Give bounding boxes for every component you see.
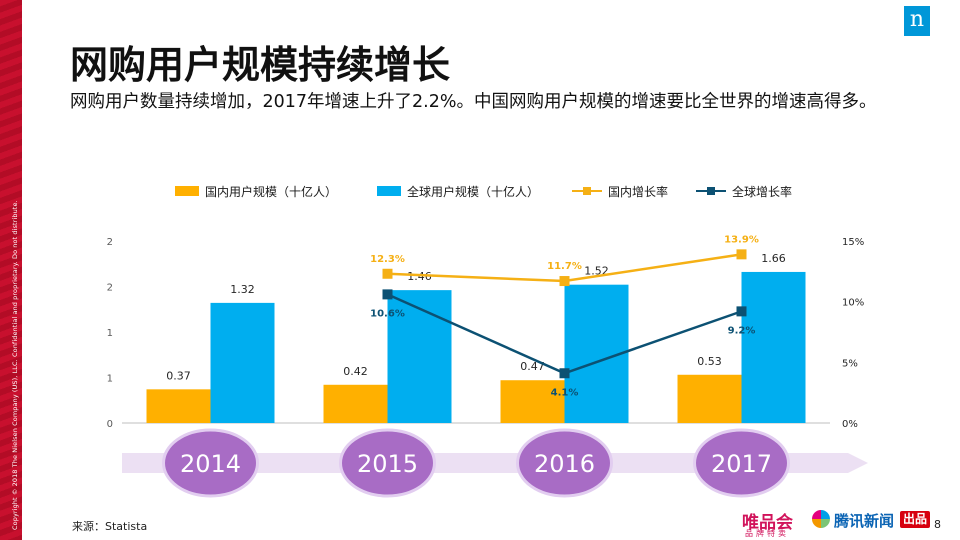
tencent-news-logo: 腾讯新闻 — [834, 512, 895, 530]
point-domestic-growth — [382, 268, 393, 279]
y-left-tick-label: 2 — [107, 283, 113, 294]
legend-label-domestic-users: 国内用户规模（十亿人） — [205, 184, 338, 199]
page-subtitle: 网购用户数量持续增加，2017年增速上升了2.2%。中国网购用户规模的增速要比全… — [70, 92, 877, 112]
point-label-domestic-growth: 11.7% — [547, 261, 582, 272]
legend-swatch-global-users — [377, 186, 401, 196]
y-right-tick-label: 5% — [842, 358, 858, 369]
year-label: 2015 — [357, 450, 418, 478]
bar-label-domestic-users: 0.37 — [166, 369, 191, 382]
bar-domestic-users — [323, 384, 388, 423]
bar-global-users — [210, 302, 275, 423]
bar-domestic-users — [500, 380, 565, 423]
bar-domestic-users — [677, 374, 742, 423]
y-left-tick-label: 2 — [107, 237, 113, 248]
side-bar: Copyright © 2018 The Nielsen Company (US… — [0, 0, 22, 540]
y-left-tick-label: 0 — [107, 419, 113, 430]
legend-label-global-growth: 全球增长率 — [732, 184, 793, 199]
point-label-domestic-growth: 13.9% — [724, 234, 759, 245]
bar-label-domestic-users: 0.53 — [697, 355, 722, 368]
year-label: 2017 — [711, 450, 772, 478]
vipshop-logo: 唯品会 — [742, 513, 793, 533]
y-right-tick-label: 10% — [842, 298, 864, 309]
bar-label-global-users: 1.66 — [761, 252, 786, 265]
legend-swatch-domestic-users — [175, 186, 199, 196]
vipshop-tagline: 品牌特卖 — [745, 529, 789, 538]
point-global-growth — [559, 368, 570, 379]
y-right-tick-label: 15% — [842, 237, 864, 248]
legend-item-global-growth: 全球增长率 — [696, 182, 792, 200]
year-circle — [339, 428, 436, 498]
legend-item-domestic-growth: 国内增长率 — [572, 182, 668, 200]
point-label-global-growth: 4.1% — [551, 387, 579, 398]
bar-global-users — [387, 290, 452, 423]
timeline-arrow — [122, 453, 868, 473]
year-circle — [693, 428, 790, 498]
point-domestic-growth — [736, 249, 747, 260]
y-left-tick-label: 1 — [107, 328, 113, 339]
nielsen-logo: n — [904, 6, 930, 36]
point-global-growth — [736, 306, 747, 317]
tencent-news-badge: 出品 — [900, 511, 931, 528]
year-circle — [516, 428, 613, 498]
source-note: 来源：Statista — [72, 520, 148, 533]
y-right-tick-label: 0% — [842, 419, 858, 430]
point-domestic-growth — [559, 276, 570, 287]
point-global-growth — [382, 289, 393, 300]
year-label: 2016 — [534, 450, 595, 478]
page-number: 8 — [934, 518, 941, 531]
legend-swatch-global-growth — [696, 186, 726, 196]
bar-label-domestic-users: 0.47 — [520, 360, 545, 373]
bar-global-users — [741, 271, 806, 423]
point-label-global-growth: 9.2% — [728, 325, 756, 336]
page-title: 网购用户规模持续增长 — [70, 43, 451, 87]
bar-domestic-users — [146, 389, 211, 423]
bar-label-domestic-users: 0.42 — [343, 365, 368, 378]
legend-item-domestic-users: 国内用户规模（十亿人） — [175, 182, 337, 200]
y-left-tick-label: 1 — [107, 374, 113, 385]
legend-swatch-domestic-growth — [572, 186, 602, 196]
point-label-global-growth: 10.6% — [370, 308, 405, 319]
point-label-domestic-growth: 12.3% — [370, 254, 405, 265]
nielsen-logo-letter: n — [909, 7, 925, 32]
legend-label-global-users: 全球用户规模（十亿人） — [407, 184, 540, 199]
year-circle — [162, 428, 259, 498]
chart-legend: 国内用户规模（十亿人） 全球用户规模（十亿人） 国内增长率 全球增长率 — [175, 182, 875, 202]
legend-label-domestic-growth: 国内增长率 — [608, 184, 669, 199]
bar-label-global-users: 1.32 — [230, 283, 255, 296]
bar-label-global-users: 1.46 — [407, 270, 432, 283]
tencent-news-icon — [812, 510, 830, 528]
year-label: 2014 — [180, 450, 241, 478]
legend-item-global-users: 全球用户规模（十亿人） — [377, 182, 539, 200]
